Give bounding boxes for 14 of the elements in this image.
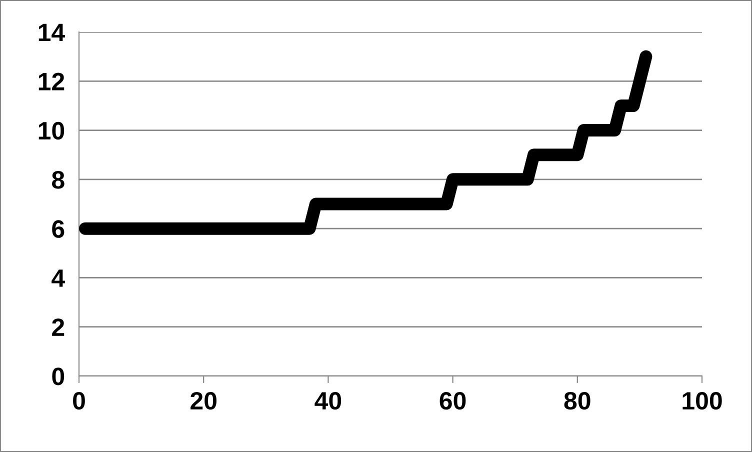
x-tick-label: 60 — [440, 392, 466, 410]
y-tick-label: 6 — [52, 220, 64, 238]
y-tick-label: 10 — [38, 122, 64, 140]
y-tick-label: 14 — [38, 24, 65, 42]
x-tick-label: 0 — [73, 392, 85, 410]
x-tick-label: 20 — [190, 392, 216, 410]
x-tick-label: 40 — [314, 392, 342, 410]
y-tick-label: 4 — [52, 270, 65, 287]
y-tick-label: 12 — [38, 72, 64, 90]
x-tick-label: 80 — [564, 392, 590, 410]
y-tick-label: 2 — [52, 318, 64, 336]
y-tick-label: 0 — [52, 368, 64, 386]
x-tick-label: 100 — [682, 392, 722, 410]
y-tick-label: 8 — [52, 171, 64, 189]
